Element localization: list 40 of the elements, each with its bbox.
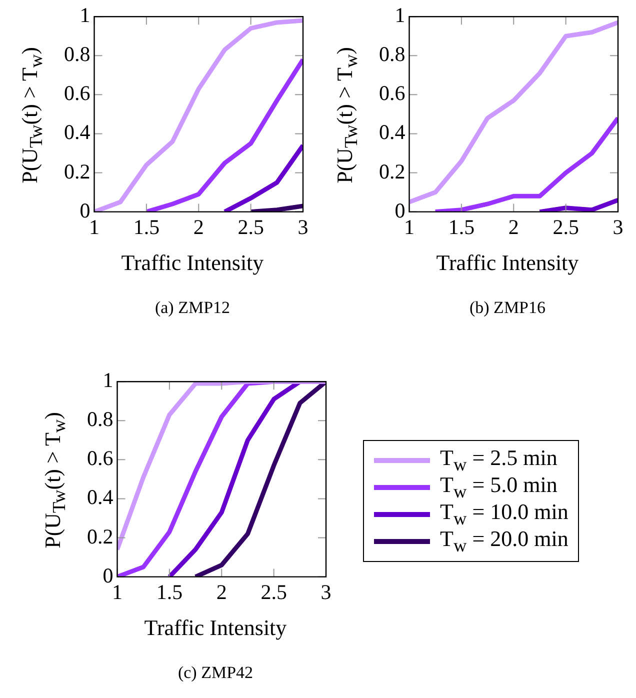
y-tick-label: 1 <box>80 3 90 28</box>
y-tick-label: 0.4 <box>87 485 114 510</box>
y-tick-label: 0 <box>80 198 90 222</box>
x-axis-title: Traffic Intensity <box>120 250 265 276</box>
legend-label: T$_{w}$ = 5.0 min <box>440 472 558 502</box>
y-tick-label: 1 <box>394 3 406 28</box>
legend-label: T$_{w}$ = 10.0 min <box>440 499 568 529</box>
y-tick-label: 0.2 <box>87 524 114 548</box>
y-tick-label: 0.8 <box>87 407 114 432</box>
text: (c) ZMP42 <box>176 663 254 683</box>
x-tick-label: 1.5 <box>156 580 183 604</box>
x-tick-label: 3 <box>298 214 308 239</box>
y-tick-label: 0.4 <box>379 120 406 144</box>
text: (a) ZMP12 <box>154 298 232 318</box>
y-tick-label: 0.4 <box>64 120 91 144</box>
x-axis-title: Traffic Intensity <box>143 615 288 641</box>
y-tick-label: 0.6 <box>64 81 90 106</box>
x-axis-title: Traffic Intensity <box>435 250 580 276</box>
x-tick-label: 2 <box>508 214 519 239</box>
x-tick-label: 2.5 <box>552 214 579 239</box>
x-tick-label: 2 <box>193 214 204 239</box>
y-tick-label: 0.8 <box>64 42 90 66</box>
x-tick-label: 3 <box>320 580 332 604</box>
x-tick-label: 2 <box>216 580 227 604</box>
y-tick-label: 0 <box>394 198 406 222</box>
y-tick-label: 0.2 <box>379 159 406 184</box>
legend-label: T$_{w}$ = 20.0 min <box>440 526 568 557</box>
x-tick-label: 2.5 <box>238 214 264 239</box>
y-tick-label: 0.8 <box>379 42 406 66</box>
x-tick-label: 1.5 <box>133 214 160 239</box>
y-tick-label: 1 <box>102 368 114 392</box>
x-tick-label: 3 <box>612 214 624 239</box>
x-tick-label: 1.5 <box>448 214 475 239</box>
y-tick-label: 0.6 <box>87 446 114 470</box>
text: (b) ZMP16 <box>468 298 547 318</box>
x-tick-label: 2.5 <box>260 580 287 604</box>
y-tick-label: 0.2 <box>64 159 90 184</box>
legend-label: T$_{w}$ = 2.5 min <box>440 445 558 475</box>
y-tick-label: 0 <box>102 563 114 588</box>
y-tick-label: 0.6 <box>379 81 406 106</box>
